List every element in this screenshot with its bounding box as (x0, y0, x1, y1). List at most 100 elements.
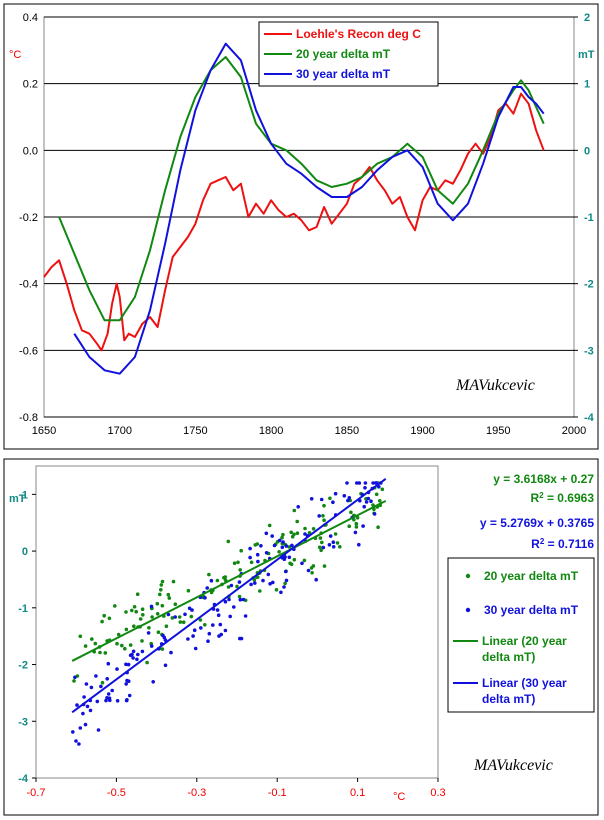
scatter-point-1 (138, 617, 143, 621)
scatter-point-1 (140, 607, 145, 611)
scatter-point-2 (115, 699, 120, 703)
scatter-point-1 (239, 548, 243, 553)
scatter-point-1 (215, 578, 220, 583)
scatter-point-2 (75, 703, 79, 707)
scatter-point-1 (226, 585, 231, 589)
top-legend-label: 30 year delta mT (296, 67, 391, 81)
scatter-point-2 (281, 540, 285, 544)
bottom-legend: 20 year delta mT 30 year delta mT Linear (… (447, 557, 595, 713)
scatter-point-2 (284, 544, 289, 548)
scatter-point-1 (160, 647, 165, 651)
bottom-y-tick-label: 0 (22, 546, 28, 558)
bottom-legend-marker (465, 607, 471, 613)
top-left-tick-label: 0.2 (23, 79, 38, 91)
scatter-point-2 (186, 637, 190, 641)
scatter-point-2 (331, 540, 336, 544)
top-x-tick-label: 1750 (183, 425, 207, 437)
scatter-point-1 (141, 613, 145, 617)
top-x-tick-label: 1850 (335, 425, 359, 437)
scatter-point-1 (354, 521, 359, 526)
scatter-point-2 (81, 711, 85, 716)
scatter-point-2 (124, 662, 128, 667)
scatter-point-2 (89, 685, 94, 690)
top-right-axis-unit: mT (578, 49, 595, 61)
scatter-point-1 (147, 626, 151, 630)
scatter-point-2 (124, 682, 128, 686)
top-left-tick-label: -0.8 (19, 412, 38, 424)
scatter-point-1 (321, 514, 325, 518)
scatter-point-1 (120, 643, 124, 648)
scatter-point-2 (369, 499, 373, 504)
scatter-point-2 (261, 578, 265, 583)
bottom-legend-label: Linear (30 year delta mT) (482, 676, 567, 706)
top-left-tick-label: 0.0 (23, 145, 38, 157)
scatter-point-2 (238, 597, 243, 602)
scatter-point-2 (347, 496, 352, 500)
scatter-point-1 (78, 634, 83, 639)
scatter-point-1 (238, 568, 242, 572)
scatter-point-1 (123, 646, 127, 651)
bottom-chart: -0.7 -0.5 -0.3 -0.1 0.1 0.3 10-1-2-3-4 mT °C … (3, 458, 599, 816)
bottom-y-tick-label: -1 (18, 603, 28, 615)
scatter-point-1 (177, 615, 182, 619)
scatter-point-2 (126, 662, 131, 667)
bottom-x-tick-label: 0.1 (350, 787, 365, 799)
top-series-line-2 (58, 56, 545, 322)
scatter-point-2 (237, 580, 242, 584)
scatter-point-1 (160, 579, 165, 584)
scatter-point-2 (163, 663, 168, 668)
bottom-plot-area (35, 465, 439, 779)
scatter-point-2 (362, 504, 367, 509)
scatter-point-2 (82, 695, 86, 699)
scatter-point-2 (287, 555, 292, 560)
scatter-point-1 (288, 561, 292, 566)
scatter-point-2 (217, 634, 221, 638)
scatter-point-2 (357, 542, 361, 547)
scatter-point-1 (178, 620, 183, 624)
scatter-point-2 (241, 597, 246, 602)
scatter-point-2 (317, 514, 322, 518)
scatter-point-1 (252, 578, 257, 582)
scatter-point-1 (267, 523, 272, 528)
scatter-point-2 (363, 481, 368, 485)
scatter-point-2 (85, 704, 90, 709)
scatter-point-2 (211, 623, 215, 627)
scatter-point-2 (232, 605, 236, 609)
top-x-tick-label: 1950 (486, 425, 510, 437)
bottom-legend-marker (465, 573, 471, 579)
top-right-tick-label: 2 (584, 12, 590, 24)
scatter-point-1 (132, 605, 137, 609)
scatter-point-2 (193, 646, 198, 651)
scatter-point-2 (106, 692, 111, 696)
bottom-x-axis-unit: °C (393, 791, 405, 803)
scatter-point-2 (128, 653, 133, 658)
scatter-point-1 (159, 583, 164, 587)
scatter-point-2 (272, 543, 277, 548)
scatter-point-1 (167, 596, 172, 600)
scatter-point-2 (282, 557, 287, 561)
scatter-point-1 (374, 492, 379, 497)
scatter-point-2 (353, 530, 358, 535)
scatter-point-2 (248, 555, 252, 560)
scatter-point-1 (130, 608, 134, 613)
top-left-tick-label: -0.4 (19, 279, 38, 291)
scatter-point-1 (328, 496, 332, 501)
scatter-point-2 (191, 634, 195, 638)
scatter-point-2 (270, 534, 275, 538)
scatter-point-1 (100, 680, 105, 685)
scatter-point-1 (354, 525, 359, 529)
scatter-point-2 (371, 481, 375, 485)
scatter-point-2 (73, 675, 77, 680)
scatter-point-1 (258, 589, 262, 593)
scatter-point-2 (239, 636, 244, 641)
scatter-point-1 (189, 614, 194, 619)
scatter-point-2 (215, 608, 220, 612)
scatter-point-2 (166, 612, 171, 617)
scatter-point-2 (243, 614, 248, 618)
scatter-point-1 (277, 550, 281, 554)
scatter-point-1 (322, 564, 327, 568)
top-x-tick-label: 1900 (410, 425, 434, 437)
scatter-point-1 (235, 584, 239, 589)
scatter-point-1 (159, 588, 163, 592)
bottom-y-tick-label: -4 (18, 773, 29, 785)
